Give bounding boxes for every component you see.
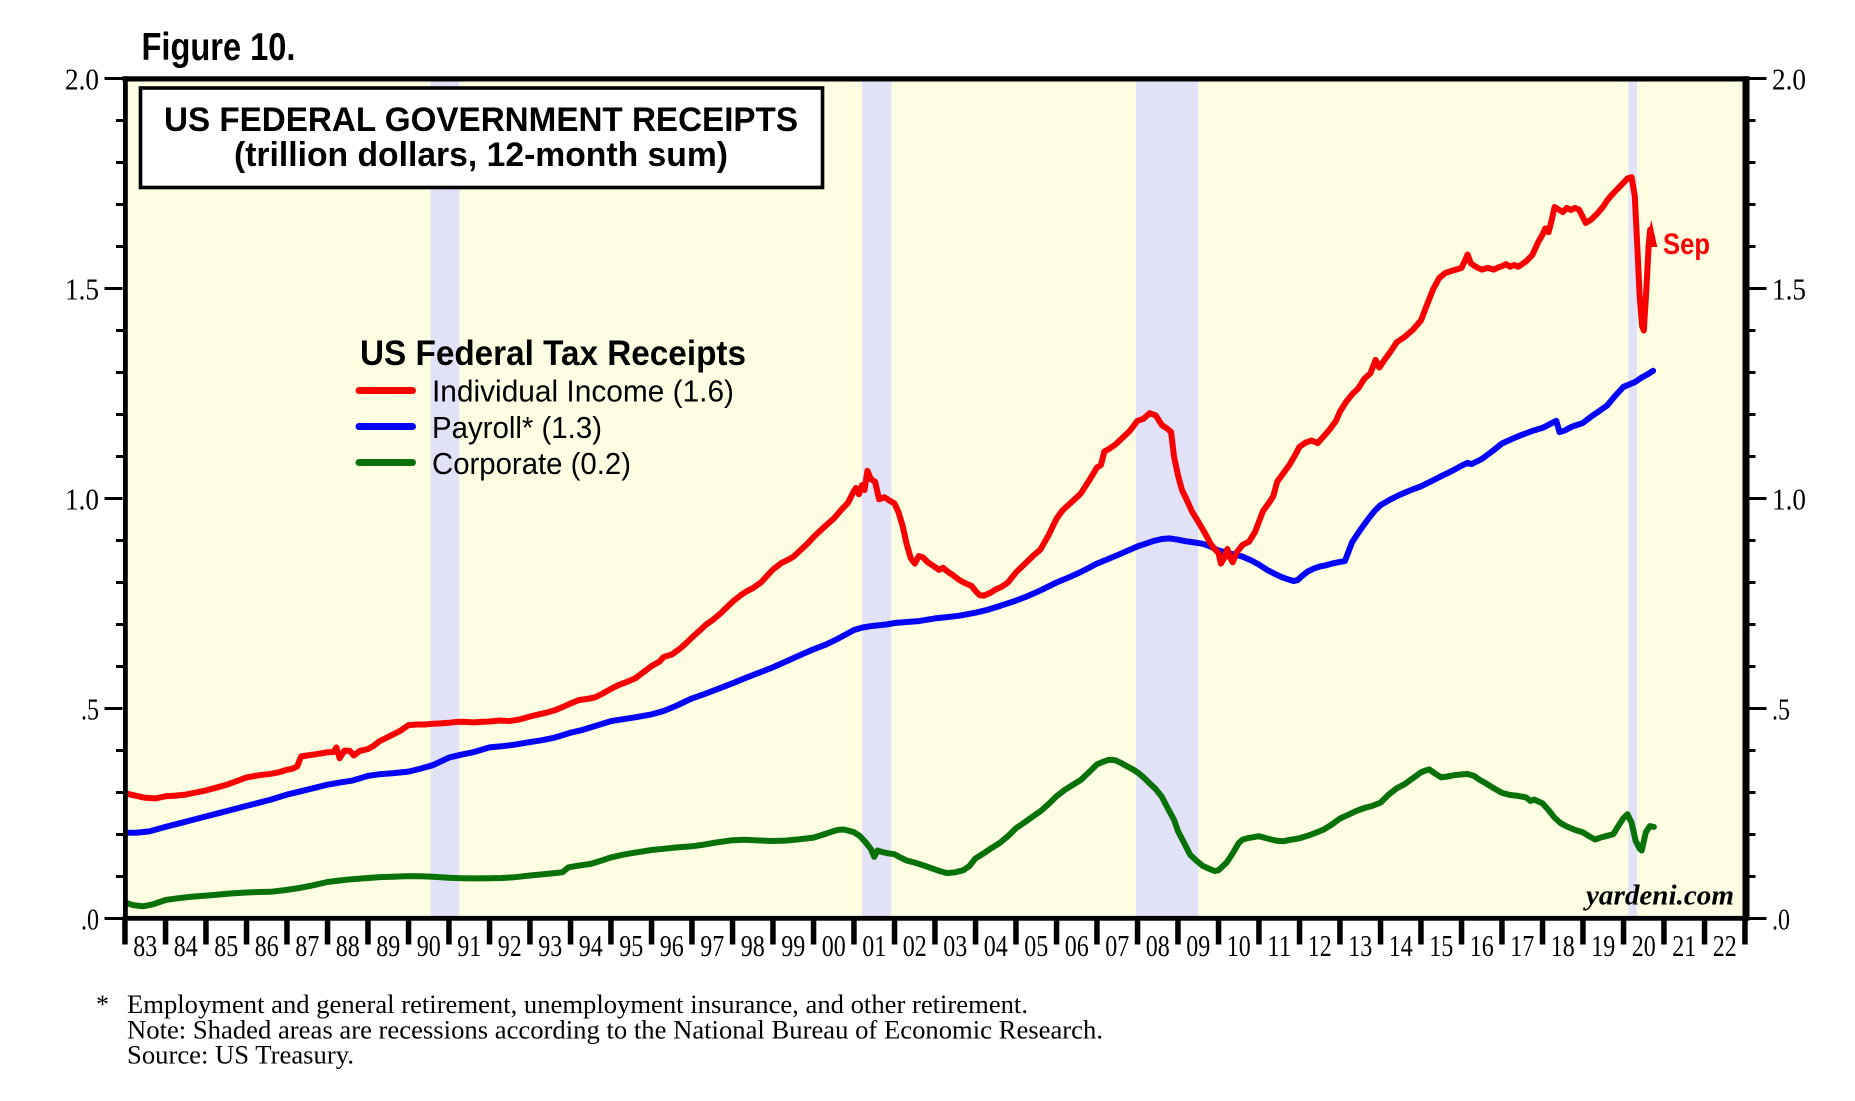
svg-text:17: 17: [1510, 928, 1534, 963]
svg-text:02: 02: [903, 928, 927, 963]
svg-text:90: 90: [417, 928, 441, 963]
svg-text:85: 85: [214, 928, 238, 963]
svg-text:89: 89: [376, 928, 400, 963]
svg-text:04: 04: [984, 928, 1008, 963]
svg-text:94: 94: [579, 928, 603, 963]
svg-text:01: 01: [862, 928, 886, 963]
svg-text:*: *: [96, 990, 109, 1019]
svg-text:93: 93: [538, 928, 562, 963]
svg-text:2.0: 2.0: [1772, 62, 1806, 97]
svg-text:18: 18: [1551, 928, 1575, 963]
svg-text:Corporate (0.2): Corporate (0.2): [432, 446, 631, 481]
svg-text:1.5: 1.5: [1772, 272, 1806, 307]
svg-text:yardeni.com: yardeni.com: [1583, 881, 1734, 912]
svg-text:12: 12: [1308, 928, 1332, 963]
svg-text:15: 15: [1429, 928, 1453, 963]
svg-text:05: 05: [1024, 928, 1048, 963]
svg-text:11: 11: [1267, 928, 1291, 963]
svg-text:2.0: 2.0: [65, 62, 99, 97]
svg-text:US FEDERAL GOVERNMENT RECEIPTS: US FEDERAL GOVERNMENT RECEIPTS: [164, 101, 798, 139]
svg-text:1.0: 1.0: [65, 482, 99, 517]
svg-text:83: 83: [133, 928, 157, 963]
svg-text:21: 21: [1672, 928, 1696, 963]
svg-text:Figure 10.: Figure 10.: [142, 26, 296, 69]
svg-text:19: 19: [1591, 928, 1615, 963]
svg-text:Individual Income (1.6): Individual Income (1.6): [432, 374, 734, 409]
svg-text:07: 07: [1105, 928, 1129, 963]
svg-text:.5: .5: [1772, 692, 1790, 727]
svg-text:91: 91: [457, 928, 481, 963]
svg-text:(trillion dollars, 12-month su: (trillion dollars, 12-month sum): [234, 136, 728, 174]
svg-text:Payroll* (1.3): Payroll* (1.3): [432, 410, 602, 445]
svg-text:Source: US Treasury.: Source: US Treasury.: [127, 1040, 354, 1070]
svg-text:86: 86: [255, 928, 279, 963]
svg-text:99: 99: [781, 928, 805, 963]
svg-text:1.0: 1.0: [1772, 482, 1806, 517]
svg-text:96: 96: [660, 928, 684, 963]
svg-text:06: 06: [1065, 928, 1089, 963]
svg-text:08: 08: [1146, 928, 1170, 963]
svg-text:95: 95: [619, 928, 643, 963]
svg-text:14: 14: [1389, 928, 1413, 963]
svg-text:22: 22: [1713, 928, 1737, 963]
svg-text:.0: .0: [1772, 902, 1790, 937]
svg-text:20: 20: [1632, 928, 1656, 963]
svg-text:87: 87: [295, 928, 319, 963]
svg-text:03: 03: [943, 928, 967, 963]
svg-text:88: 88: [336, 928, 360, 963]
svg-text:09: 09: [1186, 928, 1210, 963]
svg-text:16: 16: [1470, 928, 1494, 963]
svg-text:.5: .5: [81, 692, 99, 727]
svg-text:13: 13: [1348, 928, 1372, 963]
svg-text:00: 00: [822, 928, 846, 963]
svg-text:92: 92: [498, 928, 522, 963]
svg-text:1.5: 1.5: [65, 272, 99, 307]
svg-text:97: 97: [700, 928, 724, 963]
svg-text:10: 10: [1227, 928, 1251, 963]
svg-text:Note: Shaded areas are recessi: Note: Shaded areas are recessions accord…: [127, 1015, 1103, 1045]
svg-text:US Federal Tax Receipts: US Federal Tax Receipts: [360, 334, 746, 373]
svg-text:98: 98: [741, 928, 765, 963]
svg-text:.0: .0: [81, 902, 99, 937]
svg-text:Employment and general retirem: Employment and general retirement, unemp…: [127, 989, 1028, 1019]
svg-text:84: 84: [174, 928, 198, 963]
svg-text:Sep: Sep: [1663, 228, 1710, 261]
